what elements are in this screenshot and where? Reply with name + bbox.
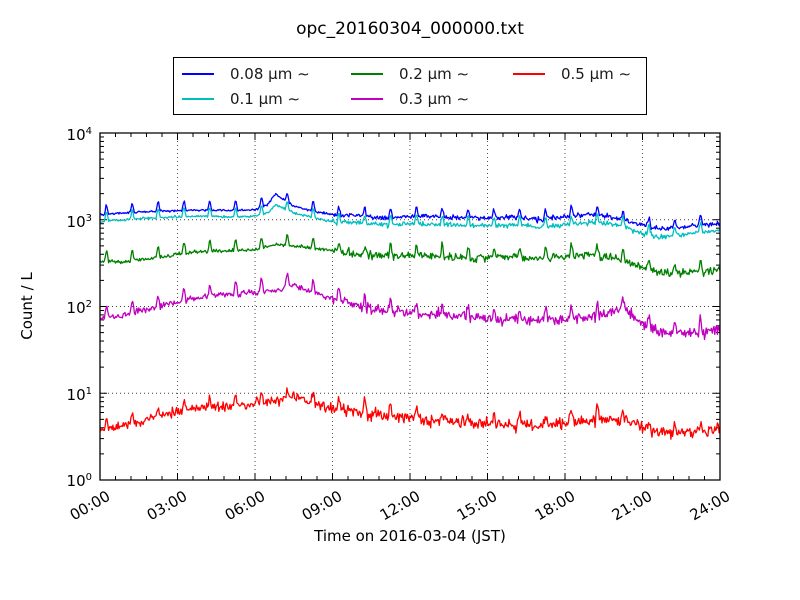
legend-item-label: 0.08 μm ∼ <box>230 65 310 83</box>
legend-line-sample <box>351 73 383 75</box>
legend-item-label: 0.5 μm ∼ <box>561 65 632 83</box>
x-axis-label: Time on 2016-03-04 (JST) <box>314 527 506 545</box>
y-tick-label: 101 <box>66 386 92 404</box>
legend-line-sample <box>182 98 214 100</box>
y-tick-label: 102 <box>66 299 92 317</box>
legend-item: 0.1 μm ∼ <box>182 90 301 108</box>
y-tick-label: 104 <box>66 126 92 144</box>
legend-line-sample <box>513 73 545 75</box>
legend-item-label: 0.3 μm ∼ <box>399 90 470 108</box>
legend: 0.08 μm ∼ 0.2 μm ∼ 0.5 μm ∼ 0.1 μm ∼ 0.3… <box>173 57 647 115</box>
y-tick-label: 103 <box>66 213 92 231</box>
y-axis-label: Count / L <box>18 272 36 340</box>
legend-line-sample <box>182 73 214 75</box>
legend-item: 0.5 μm ∼ <box>513 65 632 83</box>
legend-item: 0.2 μm ∼ <box>351 65 470 83</box>
legend-item-label: 0.1 μm ∼ <box>230 90 301 108</box>
y-tick-label: 100 <box>66 472 92 490</box>
legend-line-sample <box>351 98 383 100</box>
chart-title: opc_20160304_000000.txt <box>296 19 524 39</box>
legend-item: 0.3 μm ∼ <box>351 90 470 108</box>
legend-item: 0.08 μm ∼ <box>182 65 310 83</box>
legend-item-label: 0.2 μm ∼ <box>399 65 470 83</box>
